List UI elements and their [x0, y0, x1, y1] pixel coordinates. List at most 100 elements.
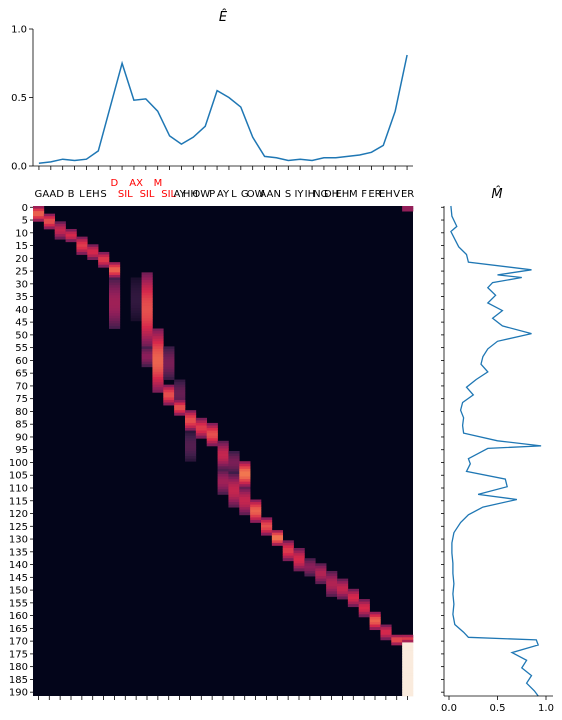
heatmap-cell	[217, 491, 229, 495]
heatmap-cell	[152, 382, 164, 386]
phone-label: D	[56, 189, 64, 200]
heatmap-cell	[163, 394, 175, 398]
heatmap-cell	[358, 599, 370, 602]
heatmap-cell	[109, 302, 121, 306]
heatmap-cell	[43, 226, 56, 230]
heatmap-cell	[109, 320, 121, 324]
heatmap-cell	[109, 267, 121, 271]
heatmap-cell	[141, 313, 153, 317]
heatmap-cell	[250, 514, 262, 518]
heatmap-cell	[98, 257, 110, 260]
heatmap-cell	[228, 471, 240, 475]
heatmap-cell	[109, 269, 121, 273]
heatmap-cell	[217, 461, 229, 465]
heatmap-cell	[152, 374, 164, 378]
heatmap-cell	[141, 302, 153, 306]
heatmap-cell	[65, 231, 77, 235]
phone-label: N	[274, 189, 281, 200]
energy-series-line	[38, 54, 408, 165]
heatmap-cell	[282, 553, 294, 557]
heatmap-cell	[261, 517, 273, 521]
heatmap-cell	[65, 236, 77, 240]
heatmap-cell	[152, 359, 164, 363]
heatmap-cell	[239, 504, 251, 508]
heatmap-cell	[141, 310, 153, 314]
heatmap-cell	[185, 445, 197, 449]
heatmap-cell	[217, 486, 229, 490]
heatmap-cell	[141, 272, 153, 276]
phone-label: OW	[247, 189, 265, 200]
heatmap-cell	[109, 300, 121, 304]
heatmap-cell	[141, 282, 153, 286]
heatmap-cell	[402, 660, 414, 664]
heatmap-cell	[217, 445, 229, 449]
heatmap-cell	[228, 486, 240, 490]
mask-series-line	[450, 205, 542, 697]
heatmap-cell	[271, 540, 284, 544]
heatmap-cell	[217, 479, 229, 483]
heatmap-cell	[109, 323, 121, 327]
frame-tick-label: 105	[9, 471, 28, 482]
heatmap-cell	[369, 619, 381, 623]
heatmap-cell	[174, 389, 186, 393]
heatmap-cell	[109, 313, 121, 317]
frame-tick-label: 100	[9, 458, 28, 469]
heatmap-cell	[304, 558, 316, 562]
mask-chart: M̂ 0.0 0.5 1.0	[441, 187, 554, 714]
heatmap-cell	[217, 468, 229, 472]
heatmap-cell	[185, 433, 197, 437]
heatmap-cell	[65, 228, 77, 232]
heatmap-cell	[239, 491, 251, 495]
heatmap-cell	[33, 211, 45, 215]
heatmap-cell	[217, 448, 229, 452]
heatmap-cell	[402, 634, 414, 638]
heatmap-cell	[141, 274, 153, 278]
phone-label: G	[241, 189, 249, 200]
heatmap-cell	[391, 637, 403, 641]
frame-tick-label: 20	[15, 254, 28, 265]
heatmap-cell	[65, 239, 77, 243]
heatmap-cell	[152, 371, 164, 375]
heatmap-cell	[152, 331, 164, 334]
heatmap-cell	[369, 616, 381, 620]
heatmap-cell	[369, 611, 381, 615]
heatmap-cell	[402, 667, 414, 671]
frame-tick-label: 150	[9, 586, 28, 597]
heatmap-cell	[163, 354, 175, 357]
heatmap-cell	[326, 591, 338, 595]
frame-axis: 0510152025303540455055606570758085909510…	[9, 203, 33, 699]
phone-label: EH	[379, 189, 393, 200]
heatmap-cell	[217, 458, 229, 462]
heatmap-cell	[402, 639, 414, 643]
heatmap-cell	[87, 246, 99, 250]
heatmap-cell	[141, 361, 153, 365]
heatmap-cell	[174, 387, 186, 391]
heatmap-cell	[98, 262, 110, 266]
frame-tick-label: 85	[15, 420, 28, 431]
frame-tick-label: 170	[9, 637, 28, 648]
phone-label: S	[285, 189, 291, 200]
heatmap-cell	[402, 665, 414, 669]
phone-label: AY	[217, 189, 230, 200]
heatmap-cell	[33, 218, 45, 222]
heatmap-cell	[369, 627, 381, 631]
frame-tick-label: 190	[9, 688, 28, 699]
heatmap-cell	[152, 384, 164, 388]
frame-tick-label: 165	[9, 624, 28, 635]
heatmap-cell	[326, 573, 338, 577]
heatmap-cell	[282, 558, 294, 562]
heatmap-cell	[402, 208, 414, 212]
heatmap-cell	[228, 476, 240, 480]
heatmap-cell	[402, 647, 414, 651]
heatmap-cell	[380, 634, 392, 638]
heatmap-cell	[195, 430, 208, 434]
heatmap-cell	[152, 343, 164, 347]
heatmap-cell	[87, 244, 99, 248]
heatmap-cell	[43, 223, 56, 227]
heatmap-cell	[141, 343, 153, 347]
heatmap-cell	[239, 479, 251, 483]
heatmap-cell	[206, 438, 218, 442]
heatmap-cell	[315, 568, 327, 572]
heatmap-cell	[185, 412, 197, 416]
heatmap-cell	[152, 328, 164, 332]
